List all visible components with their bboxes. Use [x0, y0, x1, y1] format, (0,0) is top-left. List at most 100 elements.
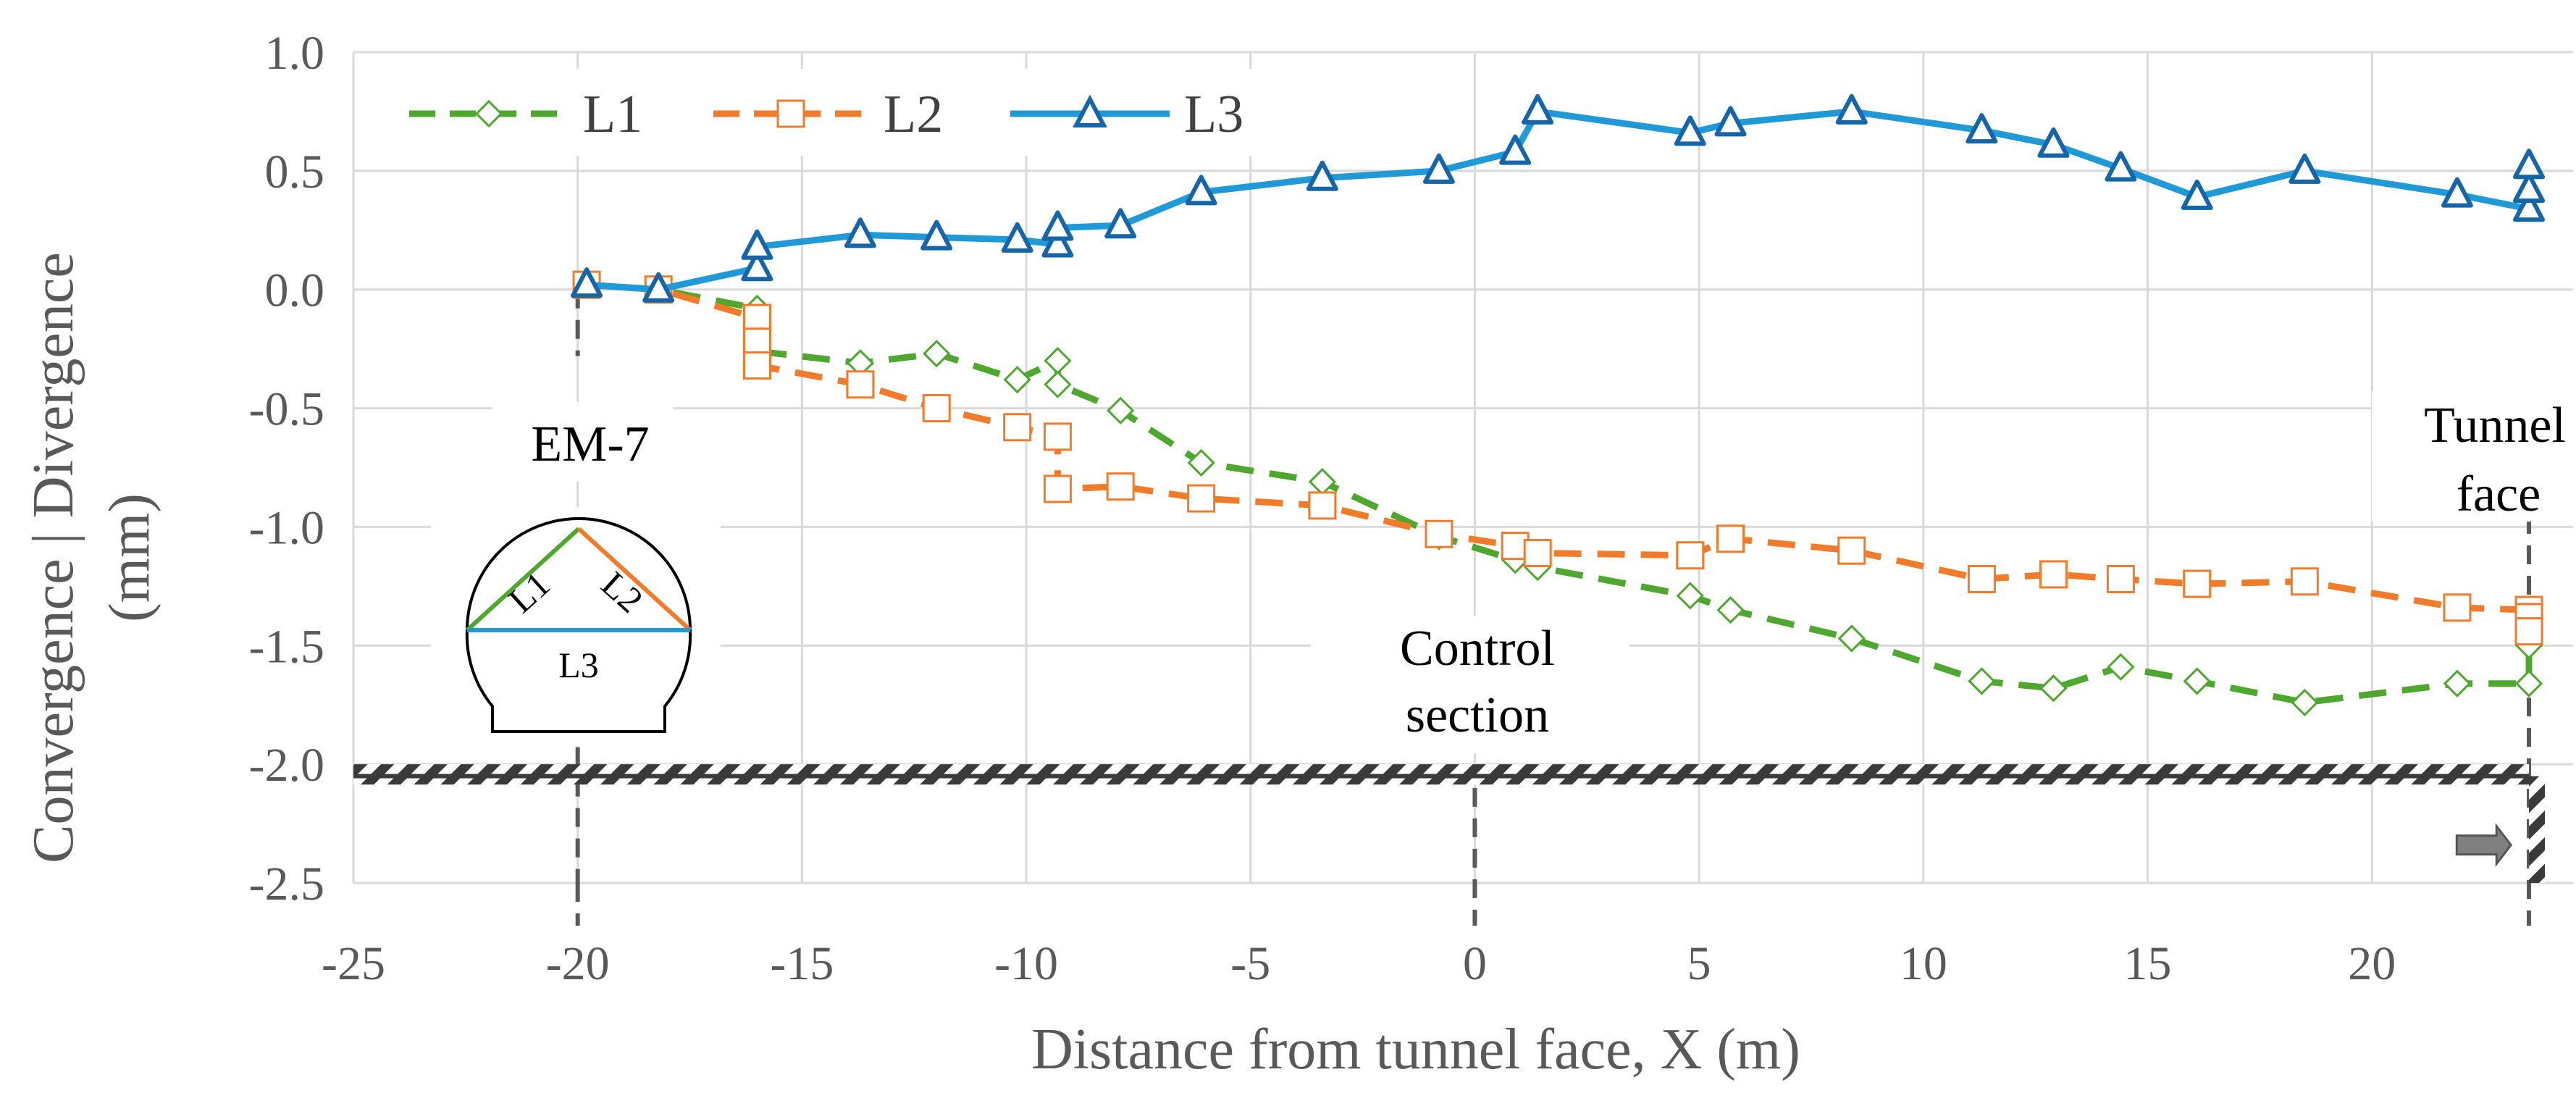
data-point-l1	[1044, 370, 1072, 398]
legend: L1 L2 L3	[387, 69, 1285, 156]
y-tick-label: 0.0	[265, 264, 325, 317]
y-tick-label: -2.5	[249, 858, 324, 910]
legend-l3-label: L3	[1184, 85, 1243, 144]
data-point-l2	[742, 303, 771, 332]
legend-l1-label: L1	[583, 85, 642, 144]
data-point-l3	[2288, 153, 2321, 184]
data-point-l3	[1422, 153, 1455, 184]
data-point-l3	[1104, 208, 1137, 239]
data-point-l3	[2441, 177, 2473, 208]
data-point-l2	[2290, 567, 2319, 596]
data-point-l3	[1522, 93, 1554, 125]
ground-boundary	[353, 764, 2546, 883]
data-point-l3	[2037, 127, 2070, 158]
legend-l3-marker	[1073, 94, 1107, 127]
data-point-l2	[742, 327, 771, 356]
data-point-l3	[920, 219, 953, 251]
inset-l1-line	[465, 527, 581, 632]
control-section-label-line2: section	[1406, 687, 1549, 743]
data-point-l2	[1043, 422, 1072, 451]
data-series	[571, 93, 2546, 717]
data-point-l1	[1676, 582, 1704, 610]
data-point-l3	[2513, 172, 2546, 204]
data-point-l3	[1499, 134, 1532, 165]
data-point-l2	[1308, 491, 1337, 520]
data-point-l3	[1674, 115, 1706, 146]
data-point-l3	[1835, 93, 1868, 125]
x-tick-label: -20	[546, 937, 610, 990]
em7-label: EM-7	[531, 416, 649, 472]
data-point-l1	[1107, 396, 1135, 424]
x-axis-title: Distance from tunnel face, X (m)	[1031, 1018, 1800, 1081]
data-point-l2	[1967, 565, 1996, 594]
data-point-l2	[1187, 484, 1216, 513]
series-line-l2	[586, 281, 2533, 632]
y-axis-title-line2: (mm)	[98, 493, 161, 622]
data-point-l1	[2514, 669, 2543, 698]
tunnel-face-label-bg	[2372, 391, 2576, 522]
y-tick-label: 1.0	[265, 27, 325, 80]
data-point-l1	[2039, 674, 2068, 703]
data-point-l2	[1003, 413, 1032, 442]
data-point-l2	[1043, 474, 1072, 503]
legend-l1-marker	[474, 99, 503, 128]
data-point-l1	[1003, 366, 1031, 394]
excavation-direction-arrow	[2455, 823, 2513, 867]
inset-l3-label: L3	[558, 645, 599, 685]
data-point-l3	[741, 251, 773, 282]
data-point-l3	[741, 229, 773, 260]
series-l1	[572, 271, 2543, 717]
tunnel-outline	[465, 517, 692, 733]
em7-label-bg	[492, 402, 674, 482]
data-point-l2	[2106, 565, 2135, 594]
inset-l2-line	[576, 527, 692, 632]
x-tick-label: -10	[994, 937, 1058, 990]
data-point-l3	[2181, 179, 2213, 210]
control-section-label-line1: Control	[1400, 621, 1555, 677]
y-tick-label: -1.0	[249, 501, 324, 554]
data-point-l1	[1716, 596, 1745, 624]
data-point-l2	[1716, 524, 1745, 553]
data-point-l2	[2443, 593, 2472, 622]
data-point-l3	[1965, 113, 1998, 144]
data-point-l1	[2443, 669, 2472, 698]
series-l2	[572, 270, 2543, 646]
grid-lines	[352, 51, 2573, 884]
x-tick-label: -15	[770, 937, 834, 990]
data-point-l2	[1676, 541, 1705, 570]
data-point-l2	[2183, 569, 2212, 598]
face-hatch	[2529, 776, 2546, 883]
y-tick-label: -2.0	[249, 739, 324, 792]
x-tick-label: 20	[2348, 937, 2396, 990]
x-tick-label: -25	[322, 937, 385, 990]
data-point-l2	[1523, 538, 1552, 567]
tunnel-face-label-line2: face	[2457, 466, 2541, 522]
y-tick-label: -1.5	[249, 620, 324, 673]
data-point-l3	[571, 267, 603, 298]
data-point-l2	[742, 351, 771, 380]
data-point-l2	[846, 370, 875, 399]
x-tick-label: 5	[1687, 937, 1711, 990]
data-point-l1	[923, 340, 951, 368]
legend-l2-marker	[776, 99, 805, 128]
data-point-l3	[642, 272, 675, 303]
x-tick-label: 15	[2124, 937, 2172, 990]
data-point-l3	[1001, 222, 1033, 253]
data-point-l2	[1837, 536, 1866, 565]
data-point-l3	[1041, 210, 1074, 241]
data-point-l3	[1185, 175, 1217, 206]
tick-labels: -25 -20 -15 -10 -5 0 5 10 15 20 1.0 0.5 0.0 -0.5 -1.0 -…	[249, 27, 2396, 990]
data-point-l1	[1187, 448, 1215, 477]
data-point-l3	[844, 217, 876, 248]
legend-l2-label: L2	[884, 85, 943, 144]
data-point-l3	[2105, 151, 2137, 182]
data-point-l2	[2514, 617, 2543, 646]
data-point-l2	[1425, 519, 1453, 548]
series-l3	[571, 93, 2546, 303]
x-tick-label: 0	[1463, 937, 1487, 990]
data-point-l1	[1968, 667, 1996, 695]
x-tick-label: 10	[1900, 937, 1947, 990]
data-point-l3	[1714, 106, 1747, 137]
data-point-l3	[2513, 191, 2546, 222]
